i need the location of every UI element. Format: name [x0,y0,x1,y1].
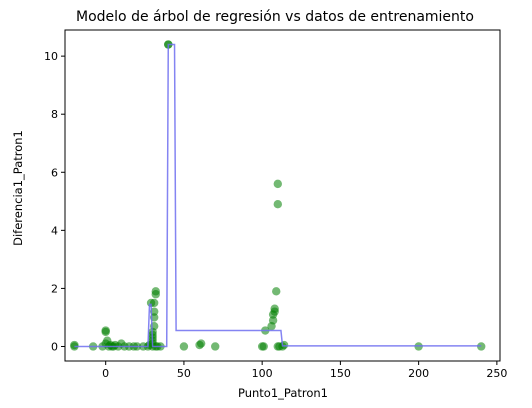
regression-tree-line [74,43,482,348]
y-tick-label: 10 [44,50,58,63]
chart-title: Modelo de árbol de regresión vs datos de… [76,9,474,25]
data-point [149,298,159,308]
axis-ticks: 0 50 100 150 200 250 0 2 4 6 8 10 [44,50,507,380]
data-point [196,339,206,348]
x-tick-label: 50 [177,367,191,380]
data-point [259,342,268,351]
axes-frame [64,29,501,362]
data-point [70,340,79,350]
x-tick-label: 200 [408,367,429,380]
data-point [272,287,281,296]
data-point [270,304,279,313]
y-tick-label: 4 [51,224,58,237]
plot-area [70,40,486,351]
data-point [273,200,283,209]
x-tick-label: 150 [330,367,351,380]
data-point [279,340,289,350]
x-tick-label: 0 [102,367,109,380]
data-point [101,326,110,335]
data-point [273,179,283,189]
x-axis-label: Punto1_Patron1 [238,386,328,400]
data-point [151,287,160,296]
y-tick-label: 6 [51,166,58,179]
y-tick-label: 0 [51,340,58,353]
y-tick-label: 2 [51,282,58,295]
data-point [211,342,220,351]
data-point [268,316,278,325]
x-tick-label: 250 [486,367,507,380]
x-tick-label: 100 [252,367,273,380]
y-tick-label: 8 [51,108,58,121]
y-axis-label: Diferencia1_Patron1 [11,130,25,246]
data-point [179,342,189,351]
